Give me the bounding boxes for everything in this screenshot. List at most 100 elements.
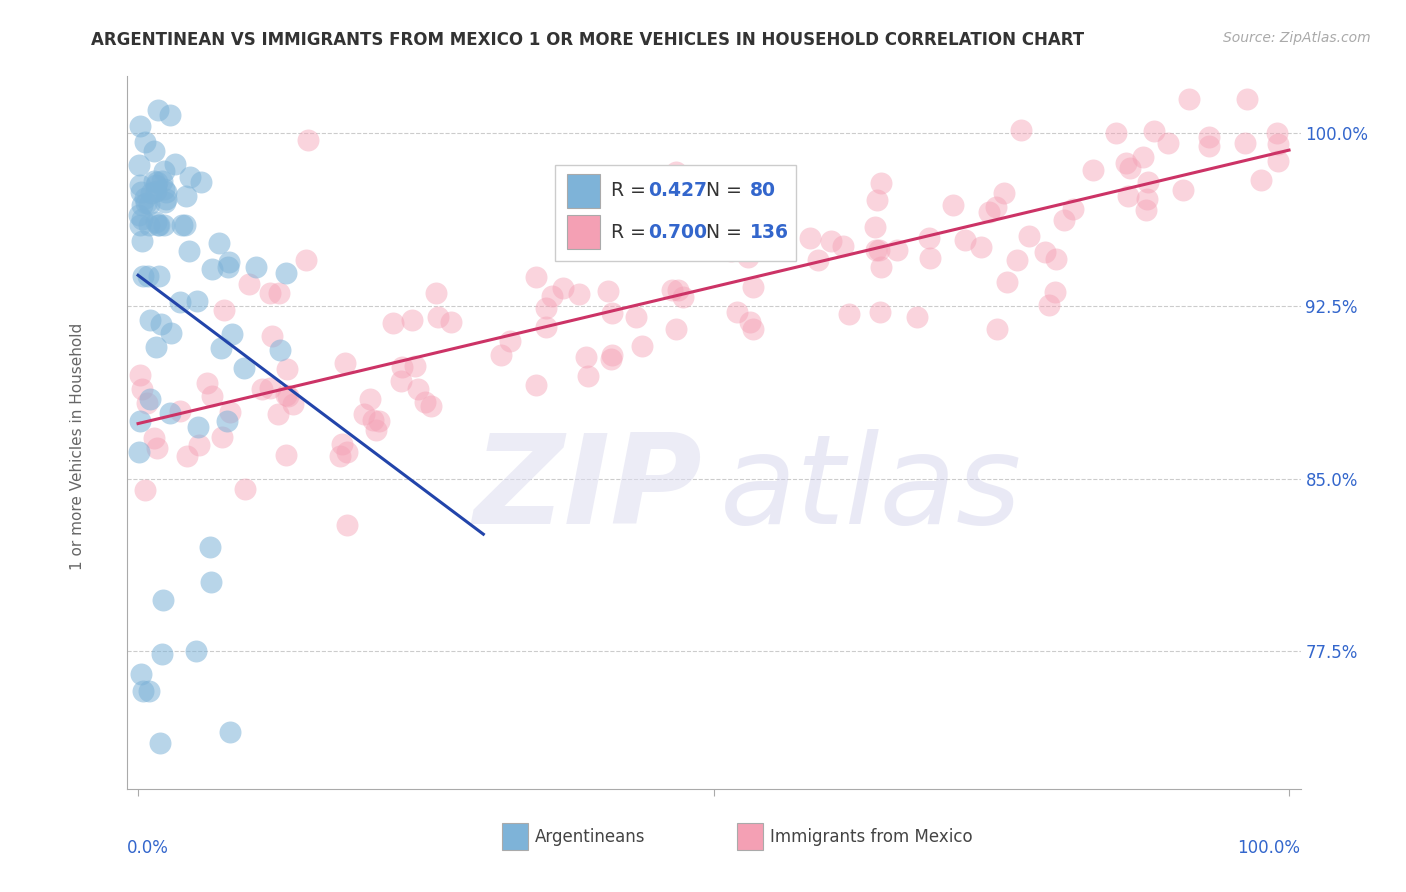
Point (905, 310, 928, 325)
Point (741, 280, 763, 294)
Point (131, 198, 153, 212)
Point (551, 281, 574, 295)
Point (1265, 126, 1288, 140)
Point (665, 322, 688, 336)
Text: 100.0%: 100.0% (1237, 839, 1301, 857)
Point (142, 174, 165, 188)
Point (218, 405, 240, 419)
Point (276, 362, 298, 376)
Point (1116, 189, 1139, 203)
Point (200, 575, 222, 590)
Point (820, 235, 842, 249)
Point (129, 667, 152, 681)
Point (984, 200, 1007, 214)
Point (129, 219, 152, 233)
Text: atlas: atlas (720, 429, 1022, 550)
Point (190, 175, 212, 189)
Point (599, 351, 621, 366)
Point (659, 241, 682, 255)
Point (725, 305, 748, 319)
Point (665, 165, 688, 179)
Point (524, 377, 547, 392)
Point (136, 395, 159, 409)
Point (1010, 123, 1032, 137)
Text: ARGENTINEAN VS IMMIGRANTS FROM MEXICO 1 OR MORE VEHICLES IN HOUSEHOLD CORRELATIO: ARGENTINEAN VS IMMIGRANTS FROM MEXICO 1 … (91, 31, 1084, 49)
Point (419, 399, 441, 413)
Point (266, 407, 288, 421)
Point (720, 244, 742, 258)
Point (870, 176, 893, 190)
Point (1234, 136, 1257, 150)
Point (232, 361, 254, 376)
Point (134, 136, 156, 150)
Point (145, 184, 167, 198)
Point (131, 234, 153, 248)
Point (1178, 92, 1201, 106)
Point (184, 644, 207, 658)
Point (218, 255, 240, 269)
Point (832, 239, 855, 253)
Point (335, 356, 357, 370)
Point (148, 269, 170, 284)
Point (143, 431, 166, 445)
Point (666, 283, 689, 297)
Point (149, 736, 172, 750)
Point (269, 343, 291, 358)
Point (128, 119, 150, 133)
Point (1045, 252, 1067, 267)
Text: 80: 80 (749, 181, 776, 200)
Point (139, 186, 162, 201)
Point (250, 382, 273, 396)
Point (177, 244, 200, 259)
Point (942, 198, 965, 212)
Point (131, 684, 153, 698)
Point (866, 193, 889, 207)
Point (1135, 202, 1157, 217)
Point (499, 334, 522, 348)
Point (575, 351, 598, 365)
Point (406, 382, 429, 396)
Point (1018, 228, 1040, 243)
Point (614, 224, 637, 238)
Point (143, 145, 166, 159)
Point (440, 315, 463, 329)
Point (335, 445, 357, 459)
Point (138, 197, 160, 211)
Point (150, 317, 173, 331)
Point (329, 450, 352, 464)
Bar (555, 165, 796, 261)
Point (201, 389, 224, 403)
Point (1136, 192, 1159, 206)
Point (1045, 285, 1067, 299)
Point (330, 437, 353, 451)
Point (391, 375, 413, 389)
Point (150, 647, 173, 661)
Point (148, 219, 170, 233)
Point (159, 407, 181, 421)
Point (159, 108, 181, 122)
Bar (737, 823, 763, 850)
Point (276, 266, 298, 280)
Text: N =: N = (693, 223, 748, 242)
Text: R =: R = (612, 223, 652, 242)
Point (138, 219, 160, 233)
Point (173, 219, 195, 233)
Point (176, 189, 198, 203)
Point (413, 395, 436, 409)
Point (145, 340, 167, 354)
Point (150, 173, 173, 187)
Point (276, 448, 298, 462)
Point (146, 103, 169, 118)
Text: R =: R = (612, 181, 652, 200)
Point (624, 310, 647, 324)
Point (152, 182, 174, 196)
Point (986, 321, 1008, 335)
Point (152, 592, 174, 607)
Point (391, 360, 413, 375)
Point (1105, 126, 1128, 140)
Point (1267, 153, 1289, 168)
Point (153, 195, 176, 210)
Point (260, 329, 283, 343)
Text: 1 or more Vehicles in Household: 1 or more Vehicles in Household (70, 322, 84, 570)
Point (534, 301, 557, 315)
